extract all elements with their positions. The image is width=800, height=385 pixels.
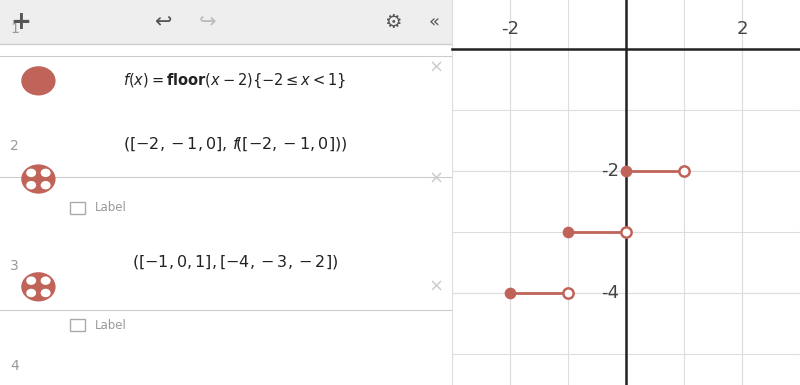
Text: 4: 4: [10, 359, 18, 373]
Circle shape: [41, 289, 50, 297]
Circle shape: [26, 276, 36, 285]
Text: -2: -2: [501, 20, 519, 38]
Point: [678, 168, 690, 174]
Text: +: +: [10, 10, 30, 34]
Point: [619, 168, 632, 174]
Point: [562, 229, 574, 235]
Text: $\left([-2,-1,0],\,f\!\left([-2,-1,0]\right)\right)$: $\left([-2,-1,0],\,f\!\left([-2,-1,0]\ri…: [123, 136, 347, 153]
Text: ×: ×: [429, 59, 444, 76]
FancyBboxPatch shape: [70, 319, 85, 331]
Circle shape: [41, 169, 50, 177]
Text: 1: 1: [10, 22, 19, 36]
Circle shape: [26, 289, 36, 297]
Text: ⚙: ⚙: [385, 13, 402, 32]
Text: ↪: ↪: [199, 12, 217, 32]
Text: $\left([-1,0,1],[-4,-3,-2]\right)$: $\left([-1,0,1],[-4,-3,-2]\right)$: [132, 253, 338, 271]
Circle shape: [41, 181, 50, 189]
Text: ×: ×: [429, 278, 444, 296]
Circle shape: [26, 169, 36, 177]
Text: ×: ×: [429, 170, 444, 188]
FancyBboxPatch shape: [0, 0, 452, 44]
Circle shape: [41, 276, 50, 285]
Text: -2: -2: [601, 162, 619, 180]
Text: «: «: [429, 13, 439, 31]
Text: Label: Label: [95, 319, 126, 332]
Point: [504, 290, 517, 296]
Text: $f(x) = \mathbf{floor}(x-2)\{-2 \leq x < 1\}$: $f(x) = \mathbf{floor}(x-2)\{-2 \leq x <…: [123, 72, 346, 90]
Circle shape: [22, 66, 55, 95]
Text: ↩: ↩: [154, 12, 171, 32]
Text: 2: 2: [736, 20, 748, 38]
Circle shape: [22, 272, 55, 301]
Text: 3: 3: [10, 259, 18, 273]
Circle shape: [22, 164, 55, 194]
Text: -4: -4: [601, 285, 619, 302]
Point: [562, 290, 574, 296]
Circle shape: [26, 181, 36, 189]
FancyBboxPatch shape: [70, 202, 85, 214]
Text: Label: Label: [95, 201, 126, 214]
Point: [619, 229, 632, 235]
Text: 2: 2: [10, 139, 18, 153]
